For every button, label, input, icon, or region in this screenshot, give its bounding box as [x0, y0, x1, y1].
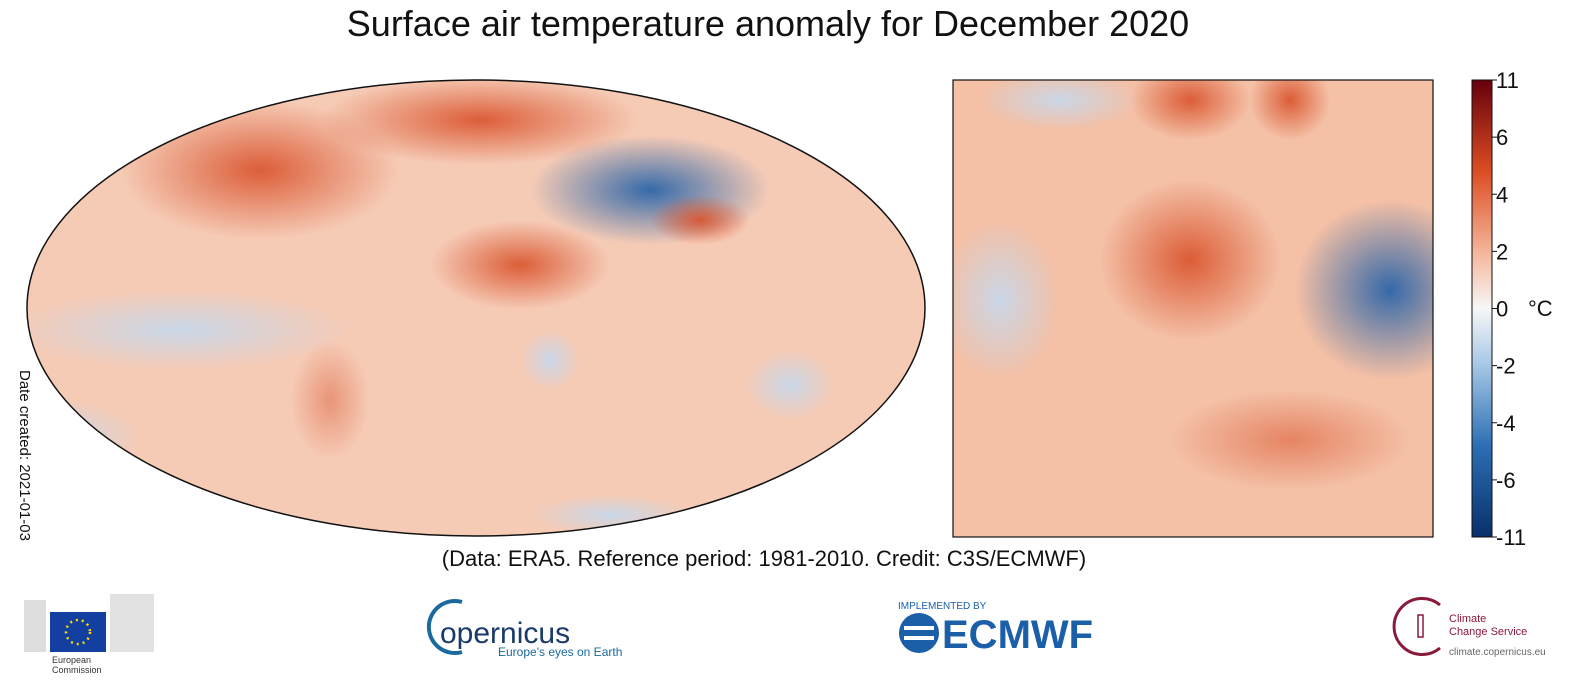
date-created: Date created: 2021-01-03	[16, 370, 33, 541]
credit: (Data: ERA5. Reference period: 1981-2010…	[442, 546, 1086, 571]
colorbar-tick-label: -2	[1496, 354, 1516, 379]
colorbar-tick-label: 2	[1496, 239, 1508, 264]
colorbar-tick-label: -11	[1496, 525, 1526, 550]
colorbar-tick-label: 4	[1496, 182, 1508, 207]
map-border	[26, 79, 926, 537]
ec-logo: European Commission	[24, 594, 154, 675]
copernicus-tagline: Europe's eyes on Earth	[498, 645, 622, 659]
colorbar-ticks: 11 6 4 2 0 -2 -4 -6 -11	[1492, 68, 1526, 550]
ecmwf-logo: IMPLEMENTED BY ECMWF	[898, 601, 1093, 657]
colorbar-tick-label: -6	[1496, 468, 1516, 493]
ecmwf-name: ECMWF	[942, 613, 1093, 657]
europe-map	[953, 80, 1433, 537]
colorbar	[1471, 79, 1493, 538]
ec-name: Commission	[52, 665, 102, 675]
copernicus-name: opernicus	[440, 617, 570, 650]
colorbar-tick-label: -4	[1496, 411, 1516, 436]
copernicus-logo: opernicus Europe's eyes on Earth	[426, 599, 622, 659]
colorbar-tick-label: 11	[1496, 68, 1519, 93]
world-map	[27, 80, 925, 536]
c3s-name: Climate	[1449, 613, 1486, 625]
colorbar-tick-label: 6	[1496, 125, 1508, 150]
c3s-name: Change Service	[1449, 626, 1527, 638]
title: Surface air temperature anomaly for Dece…	[347, 3, 1189, 44]
c3s-url: climate.copernicus.eu	[1449, 647, 1546, 658]
europe-border	[952, 79, 1434, 538]
colorbar-tick-label: 0	[1496, 297, 1508, 322]
ec-name: European	[52, 655, 91, 665]
ecmwf-note: IMPLEMENTED BY	[898, 601, 987, 612]
colorbar-unit: °C	[1528, 296, 1553, 321]
c3s-logo: Climate Change Service climate.copernicu…	[1392, 597, 1546, 658]
